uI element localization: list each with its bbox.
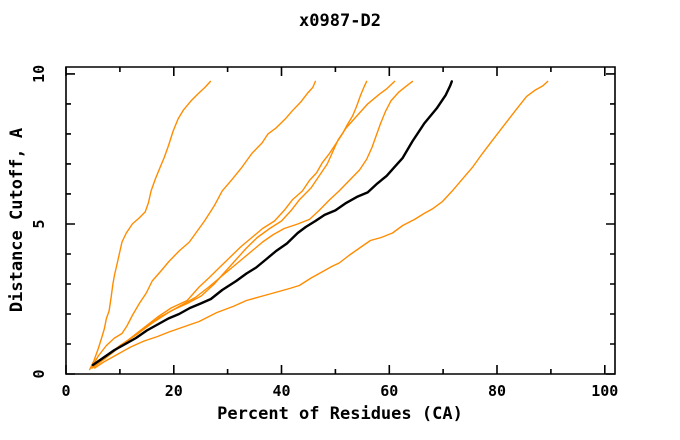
curve-orange-6 (93, 80, 549, 369)
x-tick-label-0: 0 (61, 382, 70, 400)
plot-area: 0 20 40 60 80 100 0 5 10 (30, 65, 618, 400)
curve-orange-5 (92, 80, 414, 366)
curve-orange-4 (93, 80, 396, 368)
y-axis-label: Distance Cutoff, A (7, 128, 27, 312)
x-tick-label-80: 80 (488, 382, 506, 400)
y-tick-label-0: 0 (30, 369, 48, 378)
x-tick-label-100: 100 (591, 382, 618, 400)
curve-orange-3 (91, 80, 368, 369)
curve-orange-1 (88, 80, 212, 371)
curve-black (91, 80, 453, 367)
y-tick-label-10: 10 (30, 65, 48, 83)
major-ticks (65, 67, 615, 375)
x-tick-label-60: 60 (380, 382, 398, 400)
plot-frame (65, 66, 616, 375)
x-tick-label-20: 20 (165, 382, 183, 400)
x-axis-label: Percent of Residues (CA) (217, 404, 463, 424)
y-tick-label-5: 5 (30, 219, 48, 228)
chart-title: x0987-D2 (299, 11, 381, 31)
x-tick-label-40: 40 (272, 382, 290, 400)
curve-orange-2 (90, 80, 317, 369)
minor-ticks (66, 67, 615, 374)
